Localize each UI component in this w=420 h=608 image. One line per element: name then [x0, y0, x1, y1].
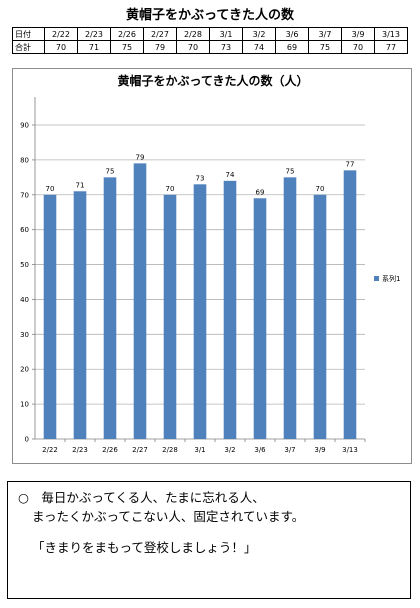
note-box: ○ 毎日かぶってくる人、たまに忘れる人、 まったくかぶってこない人、固定されてい… — [7, 481, 411, 599]
y-tick-label: 60 — [20, 226, 29, 234]
bar — [43, 194, 57, 439]
data-label: 77 — [346, 160, 355, 168]
data-label: 74 — [226, 171, 235, 179]
data-label: 71 — [76, 181, 85, 189]
x-tick-label: 3/9 — [314, 446, 325, 454]
legend-label: 系列1 — [382, 274, 400, 283]
table-date-cell: 3/7 — [308, 27, 342, 41]
data-label: 70 — [46, 185, 55, 193]
x-tick-label: 3/7 — [284, 446, 295, 454]
table-value-cell: 73 — [209, 40, 243, 54]
table-date-label: 日付 — [12, 27, 45, 41]
bar — [163, 194, 177, 439]
table-date-cell: 3/1 — [209, 27, 243, 41]
table-value-cell: 69 — [275, 40, 309, 54]
table-value-cell: 70 — [176, 40, 210, 54]
bar-chart: 黄帽子をかぶってきた人の数（人） 0 10 20 30 40 50 60 70 80 90 70 2/2… — [20, 73, 400, 454]
bar — [103, 177, 117, 439]
table-date-cell: 2/26 — [110, 27, 144, 41]
table-value-cell: 74 — [242, 40, 276, 54]
table-value-cell: 75 — [308, 40, 342, 54]
y-tick-label: 10 — [20, 401, 29, 409]
table-date-cell: 2/28 — [176, 27, 210, 41]
table-value-cell: 77 — [374, 40, 408, 54]
y-tick-label: 0 — [25, 436, 29, 444]
bar — [133, 163, 147, 439]
table-date-cell: 3/13 — [374, 27, 408, 41]
x-tick-label: 2/26 — [102, 446, 118, 454]
bar — [223, 180, 237, 440]
x-tick-label: 3/2 — [224, 446, 235, 454]
x-tick-label: 3/13 — [342, 446, 358, 454]
note-line-1: ○ 毎日かぶってくる人、たまに忘れる人、 — [18, 490, 265, 505]
table-value-row: 合計 70 71 75 79 70 73 74 69 75 70 77 — [12, 40, 408, 54]
data-label: 75 — [106, 167, 115, 175]
chart-title: 黄帽子をかぶってきた人の数（人） — [117, 73, 308, 88]
summary-table: 日付 2/22 2/23 2/26 2/27 2/28 3/1 3/2 3/6 3/7 3/9 3/… — [12, 27, 408, 54]
table-date-cell: 3/2 — [242, 27, 276, 41]
x-tick-label: 2/28 — [162, 446, 178, 454]
x-tick-label: 2/23 — [72, 446, 88, 454]
table-date-cell: 2/22 — [44, 27, 78, 41]
bar — [73, 191, 87, 439]
y-tick-label: 80 — [20, 156, 29, 164]
data-label: 73 — [196, 174, 205, 182]
bar — [343, 170, 357, 439]
table-value-cell: 70 — [341, 40, 375, 54]
y-tick-label: 50 — [20, 261, 29, 269]
table-date-cell: 3/9 — [341, 27, 375, 41]
bar — [193, 184, 207, 439]
data-label: 70 — [166, 185, 175, 193]
y-tick-label: 30 — [20, 331, 29, 339]
data-label: 70 — [316, 185, 325, 193]
x-tick-label: 2/22 — [42, 446, 58, 454]
table-value-cell: 71 — [77, 40, 111, 54]
table-date-cell: 2/27 — [143, 27, 177, 41]
data-label: 69 — [256, 188, 265, 196]
chart-frame: 黄帽子をかぶってきた人の数（人） 0 10 20 30 40 50 60 70 80 90 70 2/2… — [12, 68, 412, 464]
note-line-2: まったくかぶってこない人、固定されています。 — [32, 509, 305, 524]
y-tick-label: 20 — [20, 366, 29, 374]
table-date-row: 日付 2/22 2/23 2/26 2/27 2/28 3/1 3/2 3/6 3/7 3/9 3/… — [12, 27, 408, 41]
table-total-label: 合計 — [12, 40, 45, 54]
table-value-cell: 70 — [44, 40, 78, 54]
y-tick-label: 70 — [20, 191, 29, 199]
y-tick-label: 40 — [20, 296, 29, 304]
data-label: 79 — [136, 153, 145, 161]
bar — [253, 198, 267, 439]
y-tick-label: 90 — [20, 122, 29, 130]
data-label: 75 — [286, 167, 295, 175]
bar — [283, 177, 297, 439]
table-value-cell: 75 — [110, 40, 144, 54]
page-title: 黄帽子をかぶってきた人の数 — [126, 8, 294, 23]
table-date-cell: 2/23 — [77, 27, 111, 41]
bar — [313, 194, 327, 439]
table-date-cell: 3/6 — [275, 27, 309, 41]
x-tick-label: 3/1 — [194, 446, 205, 454]
table-value-cell: 79 — [143, 40, 177, 54]
x-tick-label: 3/6 — [254, 446, 266, 454]
legend-swatch — [374, 276, 379, 281]
x-tick-label: 2/27 — [132, 446, 148, 454]
note-line-3: 「きまりをまもって登校しましょう！」 — [32, 540, 257, 555]
